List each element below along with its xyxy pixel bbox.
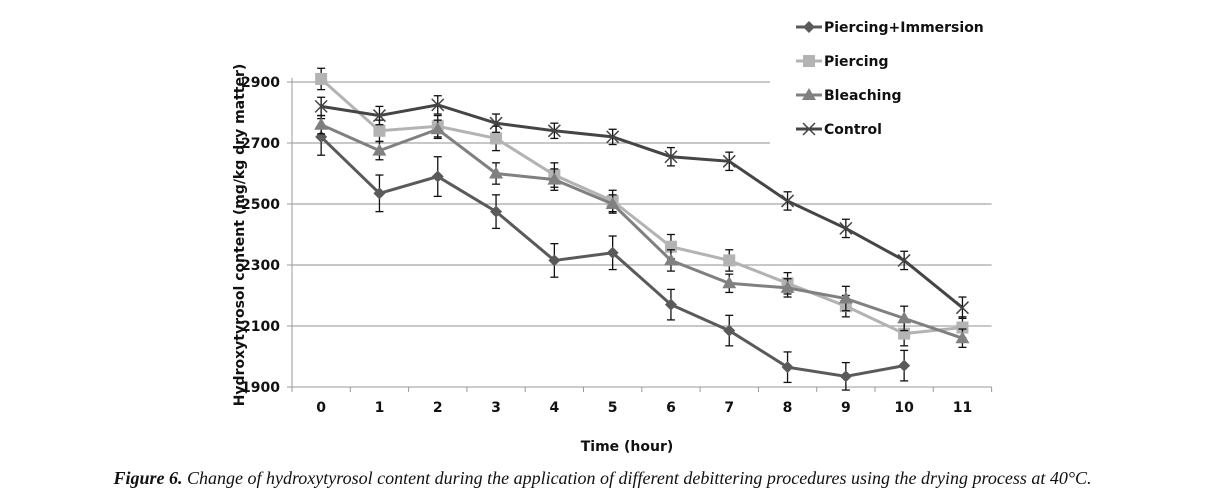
x-tick-label: 2 — [433, 400, 443, 416]
x-marker-stroke — [606, 130, 620, 144]
y-tick-label: 2100 — [241, 319, 280, 335]
axes: 1900 2100 2300 2500 2700 2900 0 1 2 3 4 5 6 7 8 9 10 11 — [241, 75, 993, 416]
triangle-marker — [430, 122, 445, 135]
x-marker-stroke — [781, 194, 795, 208]
triangle-marker — [489, 166, 504, 179]
diamond-marker — [839, 370, 852, 383]
x-marker-stroke — [489, 116, 503, 130]
x-marker — [897, 253, 911, 267]
legend-label: Control — [824, 122, 882, 138]
series-bleaching — [314, 114, 970, 349]
diamond-marker — [664, 298, 677, 311]
x-marker-stroke — [955, 301, 969, 315]
x-marker — [722, 154, 736, 168]
square-marker — [723, 254, 736, 267]
y-tick-label: 1900 — [241, 380, 280, 396]
diamond-marker — [548, 254, 561, 267]
triangle-marker — [663, 253, 678, 266]
diamond-marker — [723, 324, 736, 337]
diamond-marker — [606, 246, 619, 259]
legend-label: Piercing — [824, 54, 889, 70]
diamond-marker — [490, 205, 503, 218]
figure-label: Figure 6. — [113, 468, 183, 488]
triangle-marker — [897, 311, 912, 324]
square-marker — [373, 124, 386, 137]
triangle-marker — [722, 276, 737, 289]
line-chart: 1900 2100 2300 2500 2700 2900 0 1 2 3 4 5 6 7 8 9 10 11 P… — [232, 20, 993, 455]
square-marker — [315, 72, 328, 85]
x-tick-label: 1 — [375, 400, 385, 416]
y-tick-label: 2500 — [241, 197, 280, 213]
x-tick-label: 5 — [608, 400, 618, 416]
triangle-marker — [802, 88, 816, 100]
x-axis-label: Time (hour) — [581, 439, 674, 455]
x-marker-stroke — [431, 98, 445, 112]
triangle-marker — [838, 291, 853, 304]
square-marker — [490, 132, 503, 145]
y-axis-label: Hydroxytyrosol content (mg/kg dry matter… — [232, 64, 248, 407]
triangle-marker — [547, 172, 562, 185]
x-marker — [955, 301, 969, 315]
x-tick-label: 3 — [491, 400, 501, 416]
x-marker — [431, 98, 445, 112]
y-tick-label: 2900 — [241, 75, 280, 91]
x-tick-label: 4 — [549, 400, 559, 416]
x-marker — [802, 122, 816, 136]
legend: Piercing+Immersion Piercing Bleaching Contr… — [796, 20, 984, 138]
legend-label: Piercing+Immersion — [824, 20, 984, 36]
x-marker-stroke — [722, 154, 736, 168]
legend-label: Bleaching — [824, 88, 901, 104]
x-marker-stroke — [802, 122, 816, 136]
diamond-marker — [781, 361, 794, 374]
series-control — [314, 95, 969, 320]
series-piercing-immersion — [315, 117, 911, 391]
x-marker-stroke — [897, 253, 911, 267]
x-marker — [547, 124, 561, 138]
diamond-marker — [898, 359, 911, 372]
gridlines — [292, 81, 992, 327]
y-tick-label: 2300 — [241, 258, 280, 274]
series-line — [320, 123, 963, 340]
x-tick-label: 9 — [841, 400, 851, 416]
triangle-marker — [605, 197, 620, 209]
diamond-marker — [373, 187, 386, 200]
legend-entry: Bleaching — [796, 88, 901, 104]
series-line — [320, 77, 963, 336]
x-marker — [606, 130, 620, 144]
x-tick-label: 11 — [953, 400, 972, 416]
x-marker-stroke — [664, 150, 678, 164]
x-marker-stroke — [547, 124, 561, 138]
legend-entry: Piercing+Immersion — [796, 20, 984, 36]
x-tick-label: 7 — [724, 400, 734, 416]
x-marker-stroke — [372, 109, 386, 123]
square-marker — [803, 55, 815, 67]
x-tick-label: 0 — [316, 400, 326, 416]
triangle-marker — [372, 143, 387, 156]
triangle-marker — [780, 280, 795, 293]
x-marker — [664, 150, 678, 164]
x-marker — [489, 116, 503, 130]
x-marker-stroke — [314, 99, 328, 113]
x-marker — [839, 221, 853, 235]
y-tick-label: 2700 — [241, 136, 280, 152]
series-line — [320, 103, 964, 309]
x-tick-label: 6 — [666, 400, 676, 416]
square-marker — [956, 321, 969, 334]
triangle-marker — [314, 117, 329, 130]
legend-entry: Piercing — [796, 54, 889, 70]
figure-caption: Figure 6. Change of hydroxytyrosol conte… — [0, 468, 1205, 489]
x-tick-label: 8 — [783, 400, 793, 416]
diamond-marker — [431, 170, 444, 183]
x-marker — [781, 194, 795, 208]
series-group — [314, 67, 970, 391]
triangle-marker — [955, 331, 970, 344]
x-marker-stroke — [839, 221, 853, 235]
x-tick-label: 10 — [894, 400, 914, 416]
figure-caption-text: Change of hydroxytyrosol content during … — [182, 468, 1092, 488]
x-marker — [372, 109, 386, 123]
legend-entry: Control — [796, 122, 882, 138]
diamond-marker — [803, 21, 815, 33]
x-marker — [314, 99, 328, 113]
